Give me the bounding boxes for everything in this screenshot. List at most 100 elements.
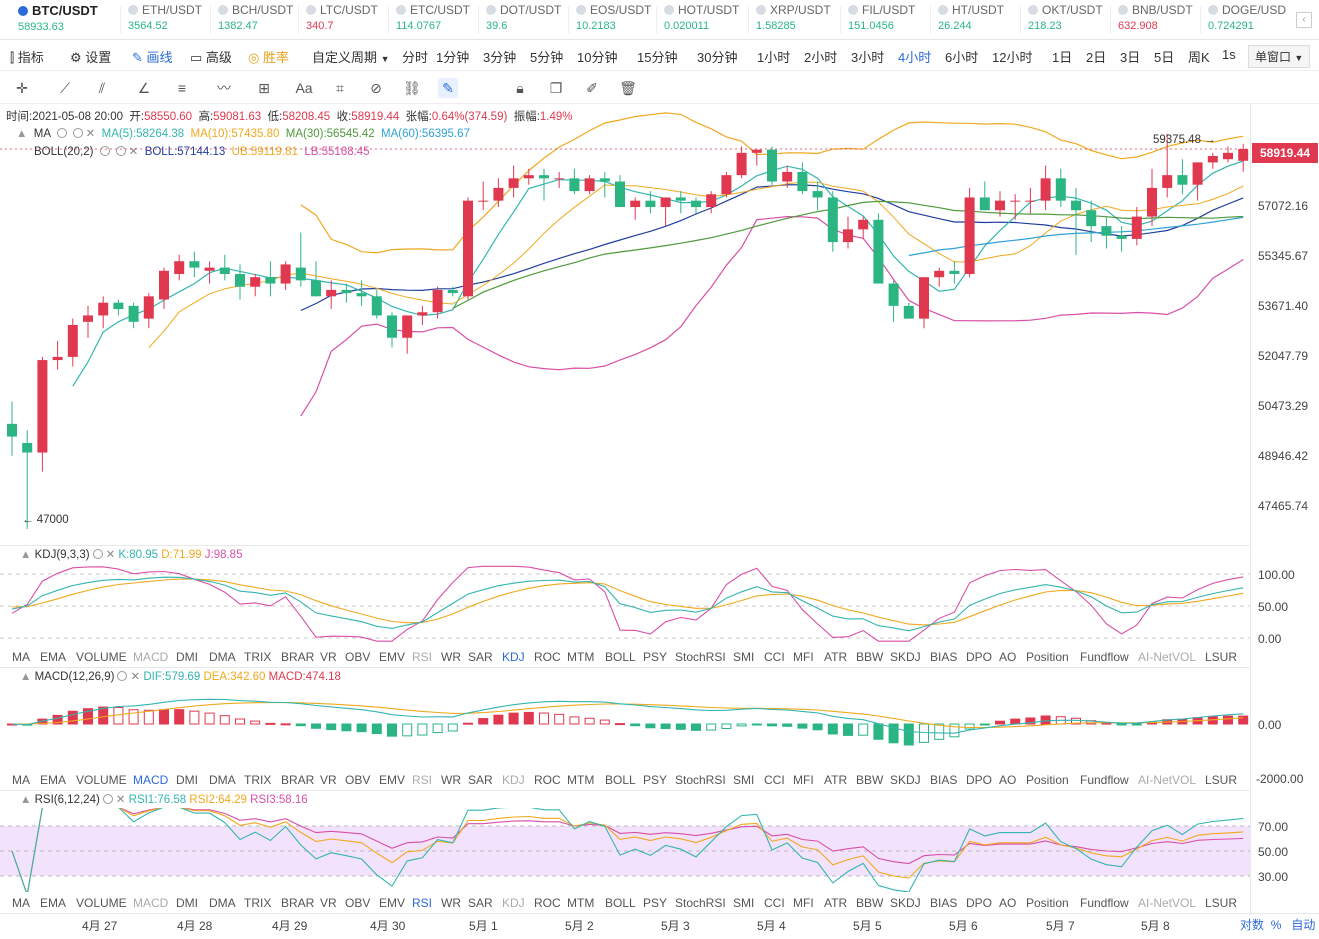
period-option[interactable]: 周K (1188, 50, 1210, 65)
rsi-chart[interactable] (0, 808, 1250, 892)
ticker-item[interactable]: BCH/USDT 1382.47 (218, 3, 293, 37)
indicator-tab[interactable]: MTM (567, 896, 595, 910)
indicator-tab[interactable]: MACD (133, 896, 169, 910)
magnet-icon[interactable]: ⊘ (370, 80, 382, 96)
kdj-chart[interactable] (0, 562, 1250, 648)
indicator-tab[interactable]: KDJ (502, 773, 525, 787)
rectangle-icon[interactable]: ⊞ (258, 80, 270, 96)
indicator-tab[interactable]: EMA (40, 773, 67, 787)
ticker-item[interactable]: XRP/USDT 1.58285 (756, 3, 831, 37)
indicator-tab[interactable]: AI-NetVOL (1138, 896, 1197, 910)
draw-button[interactable]: ✎ 画线 (132, 50, 173, 65)
percent-toggle[interactable]: % (1270, 918, 1282, 932)
indicator-tab[interactable]: OBV (345, 773, 371, 787)
trendline-icon[interactable]: ⟋ (60, 80, 70, 96)
trash-icon[interactable]: 🗑︎ (619, 80, 637, 96)
ticker-item[interactable]: DOGE/USD 0.724291 (1208, 3, 1286, 37)
indicator-tab[interactable]: DPO (966, 773, 993, 787)
indicator-tab[interactable]: WR (441, 896, 461, 910)
crosshair-icon[interactable]: ✛ (16, 80, 28, 96)
period-option[interactable]: 3小时 (851, 50, 885, 65)
indicator-tab[interactable]: DMA (209, 650, 236, 664)
window-mode-select[interactable]: 单窗口 ▼ (1248, 45, 1311, 68)
indicator-tab[interactable]: PSY (643, 650, 668, 664)
period-option[interactable]: 6小时 (945, 50, 979, 65)
indicator-tab[interactable]: EMA (40, 896, 67, 910)
indicator-tab[interactable]: ATR (824, 896, 848, 910)
lock-icon[interactable]: 🔒︎ (516, 80, 524, 96)
indicator-tab[interactable]: MACD (133, 650, 169, 664)
horizontal-lines-icon[interactable]: ≡ (177, 80, 187, 96)
indicator-tab[interactable]: MFI (793, 650, 814, 664)
period-option[interactable]: 2日 (1086, 50, 1107, 65)
ticker-item[interactable]: BNB/USDT 632.908 (1118, 3, 1193, 37)
indicator-tab[interactable]: KDJ (502, 650, 525, 664)
indicator-tab[interactable]: WR (441, 773, 461, 787)
close-icon[interactable]: ✕ (85, 128, 96, 140)
indicator-tab[interactable]: EMV (379, 650, 406, 664)
ticker-item[interactable]: OKT/USDT 218.23 (1028, 3, 1103, 37)
indicator-tab[interactable]: BRAR (281, 650, 315, 664)
indicator-tab[interactable]: SAR (468, 896, 493, 910)
indicator-tab[interactable]: Fundflow (1080, 773, 1129, 787)
indicator-tab[interactable]: LSUR (1205, 773, 1238, 787)
close-icon[interactable]: ✕ (105, 549, 116, 561)
indicator-tab[interactable]: PSY (643, 773, 668, 787)
indicator-tab[interactable]: DMI (176, 773, 198, 787)
collapse-icon[interactable]: ▲ (16, 128, 28, 140)
indicator-tab[interactable]: DMI (176, 650, 198, 664)
close-icon[interactable]: ✕ (128, 146, 139, 158)
candlestick-chart[interactable] (0, 105, 1250, 545)
ticker-item[interactable]: EOS/USDT 10.2183 (576, 3, 651, 37)
indicator-tab[interactable]: AO (999, 896, 1017, 910)
visibility-icon[interactable] (56, 128, 67, 138)
indicator-tab[interactable]: SMI (733, 896, 755, 910)
indicator-tab[interactable]: DMI (176, 896, 198, 910)
indicator-tab[interactable]: ROC (534, 896, 561, 910)
indicator-tab[interactable]: VR (320, 650, 337, 664)
indicator-tab[interactable]: BBW (856, 896, 884, 910)
indicator-tab[interactable]: MACD (133, 773, 169, 787)
indicator-tab[interactable]: AI-NetVOL (1138, 650, 1197, 664)
indicator-tab[interactable]: MFI (793, 896, 814, 910)
indicator-tab[interactable]: BOLL (605, 773, 636, 787)
indicator-tab[interactable]: BBW (856, 650, 884, 664)
close-icon[interactable]: ✕ (130, 671, 141, 683)
period-option[interactable]: 1s (1222, 47, 1236, 62)
settings-icon[interactable] (115, 146, 126, 156)
ticker-item[interactable]: FIL/USDT 151.0456 (848, 3, 915, 37)
scroll-left-icon[interactable]: ‹ (1296, 12, 1312, 28)
indicator-tab[interactable]: OBV (345, 650, 371, 664)
indicator-tab[interactable]: CCI (764, 896, 785, 910)
indicator-tab[interactable]: RSI (412, 773, 433, 787)
period-option[interactable]: 4小时 (898, 50, 932, 65)
period-option[interactable]: 2小时 (804, 50, 838, 65)
indicator-tab[interactable]: VR (320, 773, 337, 787)
period-option[interactable]: 5分钟 (530, 50, 564, 65)
indicator-tab[interactable]: SKDJ (890, 773, 921, 787)
indicators-button[interactable]: ⫿ 指标 (10, 50, 44, 65)
custom-period-dropdown[interactable]: 自定义周期 ▼ (312, 50, 390, 65)
indicator-tab[interactable]: ROC (534, 650, 561, 664)
period-option[interactable]: 3分钟 (483, 50, 517, 65)
indicator-tab[interactable]: DMA (209, 896, 236, 910)
advanced-button[interactable]: ▭ 高级 (190, 50, 232, 65)
indicator-tab[interactable]: SKDJ (890, 896, 921, 910)
indicator-tab[interactable]: Position (1026, 650, 1069, 664)
settings-icon[interactable] (72, 128, 83, 138)
visibility-icon[interactable] (99, 146, 110, 156)
indicator-tab[interactable]: Position (1026, 896, 1069, 910)
settings-icon[interactable] (92, 549, 103, 559)
indicator-tab[interactable]: ROC (534, 773, 561, 787)
indicator-tab[interactable]: TRIX (244, 896, 272, 910)
indicator-tab[interactable]: SMI (733, 650, 755, 664)
indicator-tab[interactable]: DPO (966, 896, 993, 910)
indicator-tab[interactable]: KDJ (502, 896, 525, 910)
ticker-item[interactable]: DOT/USDT 39.6 (486, 3, 561, 37)
indicator-tab[interactable]: BRAR (281, 773, 315, 787)
ticker-item[interactable]: BTC/USDT 58933.63 (18, 3, 98, 37)
indicator-tab[interactable]: DMA (209, 773, 236, 787)
indicator-tab[interactable]: TRIX (244, 773, 272, 787)
indicator-tab[interactable]: Fundflow (1080, 650, 1129, 664)
indicator-tab[interactable]: RSI (412, 896, 433, 910)
